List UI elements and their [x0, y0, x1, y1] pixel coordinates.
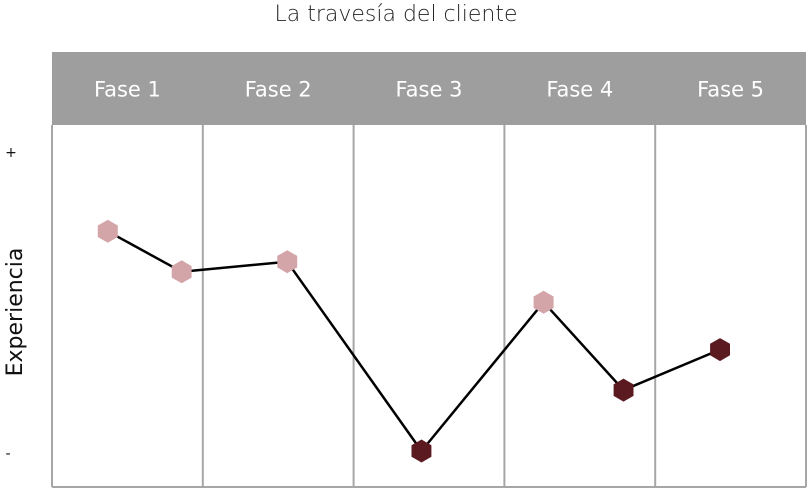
y-axis-label: Experiencia: [3, 248, 28, 377]
phase-label-1: Fase 1: [94, 78, 161, 102]
phase-label-4: Fase 4: [546, 78, 613, 102]
data-point-2: [171, 260, 192, 284]
y-axis-plus-label: +: [5, 145, 17, 161]
data-point-4: [411, 439, 432, 463]
phase-label-3: Fase 3: [396, 78, 463, 102]
y-axis-minus-label: -: [5, 446, 10, 462]
data-point-7: [710, 338, 730, 362]
chart-title: La travesía del cliente: [274, 2, 518, 27]
data-point-6: [613, 378, 634, 402]
experience-line: [107, 230, 721, 453]
data-point-5: [533, 290, 554, 314]
data-point-3: [277, 250, 298, 274]
phase-header-band: [52, 52, 806, 125]
phase-label-2: Fase 2: [245, 78, 312, 102]
data-point-1: [97, 219, 118, 243]
phase-label-5: Fase 5: [697, 78, 764, 102]
